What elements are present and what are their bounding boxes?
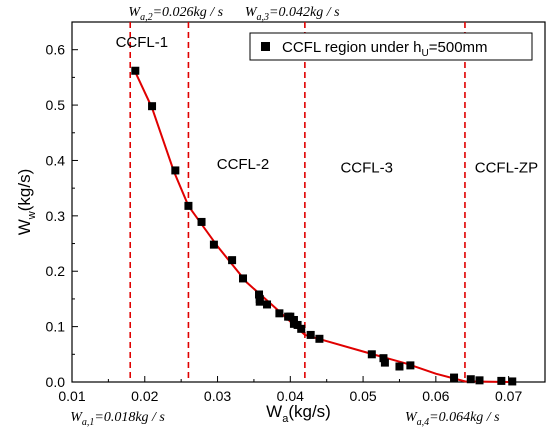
y-tick-label: 0.0 <box>46 374 66 390</box>
data-point <box>275 309 284 318</box>
x-tick-label: 0.04 <box>277 388 304 404</box>
y-tick-label: 0.3 <box>46 208 66 224</box>
annotation-sub: a,4 <box>417 417 430 428</box>
y-axis-title-base: W <box>15 219 34 235</box>
top-annotation: Wa,3=0.042kg / s <box>245 5 340 23</box>
data-point <box>171 166 180 175</box>
top-annotation: Wa,2=0.026kg / s <box>128 5 223 23</box>
y-tick-label: 0.2 <box>46 263 66 279</box>
legend-label-prefix: CCFL region under h <box>282 39 422 56</box>
y-tick-label: 0.6 <box>46 42 66 58</box>
data-point <box>297 324 306 333</box>
data-point <box>315 334 324 343</box>
data-point <box>255 297 264 306</box>
data-point <box>197 217 206 226</box>
annotation-sub: a,1 <box>82 417 95 428</box>
data-point <box>406 361 415 370</box>
x-tick-label: 0.05 <box>349 388 376 404</box>
region-label: CCFL-3 <box>340 160 393 177</box>
annotation-base: W <box>245 5 258 20</box>
x-axis-title-unit: (kg/s) <box>288 402 331 421</box>
y-axis-title: Ww(kg/s) <box>15 169 38 236</box>
annotation-base: W <box>128 5 141 20</box>
y-axis-title-sub: w <box>26 211 38 220</box>
x-tick-label: 0.03 <box>204 388 231 404</box>
x-tick-label: 0.06 <box>422 388 449 404</box>
y-tick-label: 0.5 <box>46 97 66 113</box>
data-point <box>379 354 388 363</box>
data-point <box>380 358 389 367</box>
y-tick-label: 0.1 <box>46 319 66 335</box>
data-point <box>497 376 506 385</box>
data-point <box>131 66 140 75</box>
data-point <box>148 102 157 111</box>
legend-box <box>249 32 533 61</box>
legend-label-sub: U <box>422 48 429 59</box>
data-point <box>450 373 459 382</box>
legend-marker <box>261 42 270 51</box>
x-axis-title-base: W <box>266 402 282 421</box>
data-point <box>255 290 264 299</box>
x-tick-label: 0.02 <box>131 388 158 404</box>
x-tick-label: 0.07 <box>495 388 522 404</box>
annotation-sub: a,3 <box>257 12 270 23</box>
annotation-value: =0.026kg / s <box>153 5 224 20</box>
data-point <box>466 375 475 384</box>
annotation-base: W <box>405 410 418 425</box>
x-axis-title-sub: a <box>282 413 289 425</box>
x-tick-label: 0.01 <box>58 388 85 404</box>
y-axis-title-unit: (kg/s) <box>15 169 34 212</box>
data-point <box>395 362 404 371</box>
annotation-sub: a,2 <box>140 12 153 23</box>
data-point <box>367 350 376 359</box>
bottom-annotation: Wa,1=0.018kg / s <box>70 410 165 428</box>
bottom-annotation: Wa,4=0.064kg / s <box>405 410 500 428</box>
legend: CCFL region under hU=500mm <box>249 32 533 61</box>
annotation-value: =0.064kg / s <box>429 410 500 425</box>
region-label: CCFL-1 <box>116 34 169 51</box>
y-tick-label: 0.4 <box>46 152 66 168</box>
region-label: CCFL-ZP <box>475 160 538 177</box>
data-point <box>306 330 315 339</box>
data-point <box>239 274 248 283</box>
region-label: CCFL-2 <box>217 156 270 173</box>
data-point <box>209 240 218 249</box>
data-point <box>508 377 517 386</box>
legend-label-suffix: =500mm <box>429 39 488 56</box>
legend-label: CCFL region under hU=500mm <box>282 39 488 59</box>
x-axis-title: Wa(kg/s) <box>266 402 331 425</box>
annotation-base: W <box>70 410 83 425</box>
data-point <box>228 256 237 265</box>
annotation-value: =0.042kg / s <box>269 5 340 20</box>
annotation-value: =0.018kg / s <box>94 410 165 425</box>
plot-frame <box>71 21 546 383</box>
data-point <box>184 201 193 210</box>
data-point <box>475 376 484 385</box>
data-point <box>263 300 272 309</box>
